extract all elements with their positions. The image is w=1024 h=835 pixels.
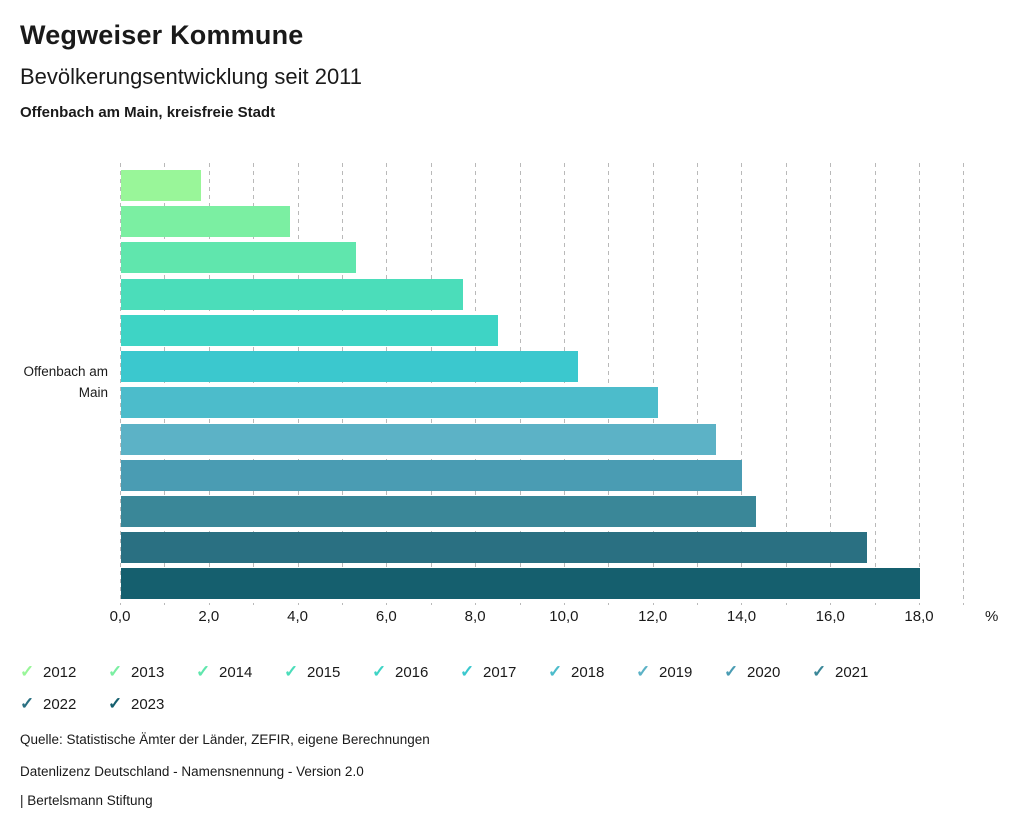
legend-item-2018[interactable]: ✓ 2018 <box>548 656 636 688</box>
check-icon: ✓ <box>284 662 299 681</box>
gridline <box>208 163 210 605</box>
legend-year-label: 2016 <box>395 663 429 681</box>
gridline <box>386 163 388 605</box>
plot-area <box>120 163 965 605</box>
x-tick-label: 12,0 <box>638 608 668 625</box>
legend-item-2015[interactable]: ✓ 2015 <box>284 656 372 688</box>
legend-year-label: 2021 <box>835 663 869 681</box>
legend-item-2013[interactable]: ✓ 2013 <box>108 656 196 688</box>
legend-item-2017[interactable]: ✓ 2017 <box>460 656 548 688</box>
x-tick-label: 6,0 <box>375 608 397 625</box>
region-subtitle: Offenbach am Main, kreisfreie Stadt <box>20 104 276 121</box>
gridline <box>652 163 654 605</box>
legend-year-label: 2018 <box>571 663 605 681</box>
gridline <box>563 163 565 605</box>
gridline <box>963 163 965 605</box>
gridline <box>341 163 343 605</box>
legend-item-2012[interactable]: ✓ 2012 <box>20 656 108 688</box>
gridline <box>519 163 521 605</box>
gridline <box>785 163 787 605</box>
check-icon: ✓ <box>812 662 827 681</box>
legend-item-2016[interactable]: ✓ 2016 <box>372 656 460 688</box>
gridline <box>874 163 876 605</box>
bar-2020[interactable] <box>121 459 743 491</box>
legend-year-label: 2023 <box>131 695 165 713</box>
check-icon: ✓ <box>372 662 387 681</box>
check-icon: ✓ <box>108 694 123 713</box>
bar-2014[interactable] <box>121 242 357 274</box>
x-tick-label: 18,0 <box>904 608 934 625</box>
check-icon: ✓ <box>20 694 35 713</box>
check-icon: ✓ <box>548 662 563 681</box>
gridline <box>253 163 255 605</box>
y-category-label-line2: Main <box>78 384 108 400</box>
legend-item-2023[interactable]: ✓ 2023 <box>108 688 196 720</box>
legend-year-label: 2014 <box>219 663 253 681</box>
page-title: Wegweiser Kommune <box>20 20 304 50</box>
x-tick-label: 8,0 <box>464 608 486 625</box>
check-icon: ✓ <box>636 662 651 681</box>
x-tick-label: 2,0 <box>198 608 220 625</box>
bar-2015[interactable] <box>121 278 463 310</box>
x-tick-label: 4,0 <box>287 608 308 625</box>
chart-title: Bevölkerungsentwicklung seit 2011 <box>20 64 363 89</box>
legend-year-label: 2015 <box>307 663 341 681</box>
bar-2023[interactable] <box>121 568 921 600</box>
legend-year-label: 2020 <box>747 663 781 681</box>
legend-item-2020[interactable]: ✓ 2020 <box>724 656 812 688</box>
bar-2018[interactable] <box>121 387 659 419</box>
check-icon: ✓ <box>724 662 739 681</box>
check-icon: ✓ <box>196 662 211 681</box>
bar-2019[interactable] <box>121 423 716 455</box>
x-tick-label: 0,0 <box>109 608 131 625</box>
bar-2022[interactable] <box>121 532 867 564</box>
legend-item-2022[interactable]: ✓ 2022 <box>20 688 108 720</box>
footer-license: Datenlizenz Deutschland - Namensnennung … <box>20 764 364 779</box>
gridline <box>297 163 299 605</box>
gridline <box>120 163 121 605</box>
gridline <box>164 163 166 605</box>
gridline <box>919 163 921 605</box>
gridline <box>608 163 610 605</box>
gridline <box>741 163 743 605</box>
gridline <box>430 163 432 605</box>
check-icon: ✓ <box>460 662 475 681</box>
legend-item-2014[interactable]: ✓ 2014 <box>196 656 284 688</box>
legend-year-label: 2012 <box>43 663 77 681</box>
legend-year-label: 2019 <box>659 663 693 681</box>
y-category-label: Offenbach am Main <box>0 362 108 403</box>
check-icon: ✓ <box>108 662 123 681</box>
x-tick-label: 10,0 <box>549 608 579 625</box>
legend: ✓ 2012 ✓ 2013 ✓ 2014 ✓ 2015 ✓ 2016 ✓ 2017 ✓ 2018 ✓ 2019… <box>20 656 910 720</box>
legend-year-label: 2017 <box>483 663 517 681</box>
check-icon: ✓ <box>20 662 35 681</box>
x-tick-label: 16,0 <box>815 608 845 625</box>
x-tick-label: 14,0 <box>726 608 757 625</box>
legend-year-label: 2022 <box>43 695 77 713</box>
footer-source: Quelle: Statistische Ämter der Länder, Z… <box>20 732 430 747</box>
bar-2012[interactable] <box>121 170 201 201</box>
bar-2013[interactable] <box>121 206 290 238</box>
bar-2016[interactable] <box>121 314 499 346</box>
footer-attribution: | Bertelsmann Stiftung <box>20 793 153 808</box>
gridline <box>830 163 832 605</box>
x-axis-unit-label: % <box>985 608 999 625</box>
legend-item-2021[interactable]: ✓ 2021 <box>812 656 900 688</box>
legend-item-2019[interactable]: ✓ 2019 <box>636 656 724 688</box>
legend-year-label: 2013 <box>131 663 165 681</box>
gridline <box>697 163 699 605</box>
gridline <box>475 163 477 605</box>
bar-2017[interactable] <box>121 351 579 383</box>
bar-2021[interactable] <box>121 495 756 527</box>
y-category-label-line1: Offenbach am <box>23 364 108 379</box>
